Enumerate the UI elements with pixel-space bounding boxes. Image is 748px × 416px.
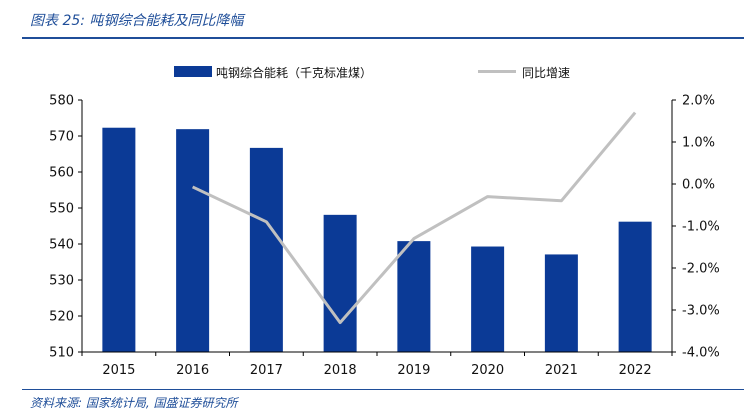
right-tick-label: 2.0% [682,94,715,109]
right-tick-label: -1.0% [682,220,720,235]
x-tick-label: 2017 [250,363,283,378]
axes: 510 520 530 540 550 560 570 580 -4.0% -3.0% -2.0% -… [49,94,720,379]
bar-2021 [544,254,578,352]
right-tick-label: 0.0% [682,178,715,193]
source-note: 资料来源: 国家统计局, 国盛证券研究所 [30,396,238,410]
x-tick-label: 2016 [176,363,209,378]
top-rule [22,37,744,39]
left-tick-label: 580 [49,94,74,109]
x-tick-label: 2022 [619,363,652,378]
x-tick-label: 2021 [545,363,578,378]
left-tick-label: 520 [49,310,74,325]
bar-2015 [102,127,136,352]
left-tick-label: 570 [49,130,74,145]
bar-2017 [249,147,283,352]
left-tick-label: 550 [49,202,74,217]
x-tick-label: 2015 [102,363,135,378]
left-tick-label: 510 [49,346,74,361]
legend-line-label: 同比增速 [522,66,570,80]
bottom-rule [22,389,744,390]
bar-2019 [397,241,431,352]
right-tick-label: -2.0% [682,262,720,277]
bar-2022 [618,221,652,352]
figure-title: 图表 25: 吨钢综合能耗及同比降幅 [30,13,244,29]
left-tick-label: 540 [49,238,74,253]
left-tick-label: 560 [49,166,74,181]
bar-series [102,127,652,352]
legend: 吨钢综合能耗（千克标准煤） 同比增速 [174,65,570,80]
right-tick-label: 1.0% [682,136,715,151]
left-tick-label: 530 [49,274,74,289]
x-tick-label: 2020 [471,363,504,378]
x-tick-label: 2018 [324,363,357,378]
bar-2020 [471,246,505,352]
line-series [191,111,637,325]
x-tick-label: 2019 [397,363,430,378]
bar-2018 [323,214,357,352]
right-tick-label: -4.0% [682,346,720,361]
legend-bar-swatch [174,66,212,77]
bar-2016 [176,129,210,352]
right-tick-label: -3.0% [682,304,720,319]
legend-bar-label: 吨钢综合能耗（千克标准煤） [216,65,372,80]
